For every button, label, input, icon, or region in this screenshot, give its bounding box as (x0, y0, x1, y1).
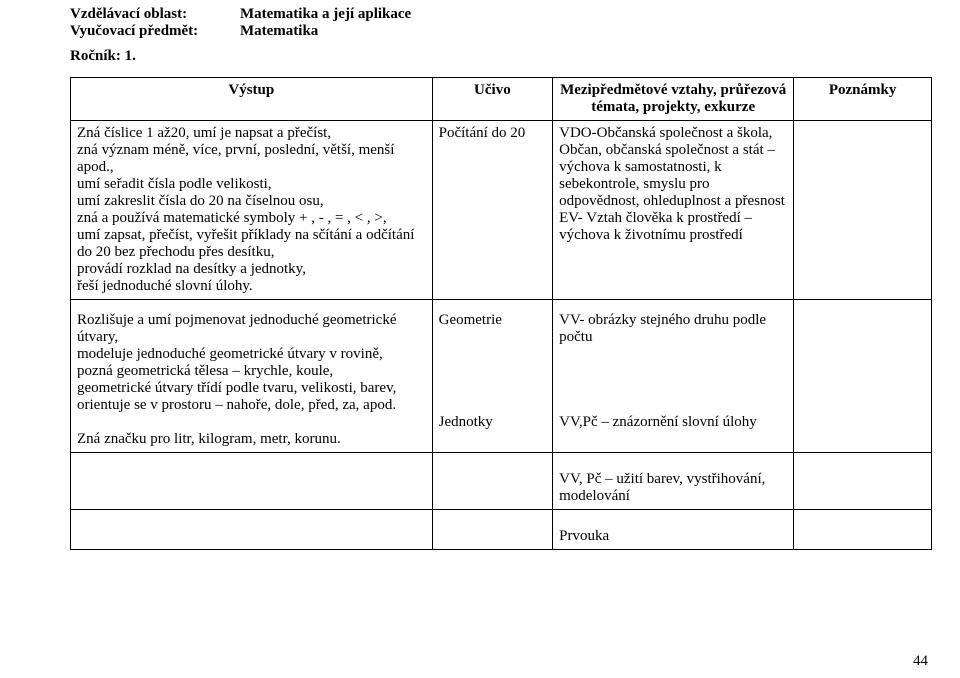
cell-ucivo: Geometrie Jednotky (432, 300, 553, 453)
cell-vystup (71, 510, 433, 550)
header-label-predmet: Vyučovací předmět: (70, 23, 240, 40)
cell-ucivo (432, 453, 553, 510)
cell-mezip: VDO-Občanská společnost a škola, Občan, … (553, 121, 794, 300)
header-row-predmet: Vyučovací předmět: Matematika (70, 23, 932, 40)
table-row: Zná číslice 1 až20, umí je napsat a přeč… (71, 121, 932, 300)
cell-poznamky (794, 121, 932, 300)
header-label-oblast: Vzdělávací oblast: (70, 6, 240, 23)
cell-vystup: Zná číslice 1 až20, umí je napsat a přeč… (71, 121, 433, 300)
cell-mezip: VV- obrázky stejného druhu podle počtu V… (553, 300, 794, 453)
cell-poznamky (794, 453, 932, 510)
cell-vystup (71, 453, 433, 510)
table-header-row: Výstup Učivo Mezipředmětové vztahy, průř… (71, 78, 932, 121)
col-header-ucivo: Učivo (432, 78, 553, 121)
table-row: VV, Pč – užití barev, vystřihování, mode… (71, 453, 932, 510)
cell-poznamky (794, 300, 932, 453)
page-number: 44 (913, 653, 928, 670)
table-row: Prvouka (71, 510, 932, 550)
cell-vystup: Rozlišuje a umí pojmenovat jednoduché ge… (71, 300, 433, 453)
col-header-vystup: Výstup (71, 78, 433, 121)
header-value-oblast: Matematika a její aplikace (240, 6, 411, 23)
cell-ucivo (432, 510, 553, 550)
cell-poznamky (794, 510, 932, 550)
header-block: Vzdělávací oblast: Matematika a její apl… (70, 6, 932, 65)
col-header-poznamky: Poznámky (794, 78, 932, 121)
cell-mezip: VV, Pč – užití barev, vystřihování, mode… (553, 453, 794, 510)
cell-mezip: Prvouka (553, 510, 794, 550)
header-row-oblast: Vzdělávací oblast: Matematika a její apl… (70, 6, 932, 23)
col-header-mezip: Mezipředmětové vztahy, průřezová témata,… (553, 78, 794, 121)
cell-ucivo: Počítání do 20 (432, 121, 553, 300)
header-rocnik: Ročník: 1. (70, 48, 932, 65)
header-value-predmet: Matematika (240, 23, 318, 40)
table-row: Rozlišuje a umí pojmenovat jednoduché ge… (71, 300, 932, 453)
curriculum-table: Výstup Učivo Mezipředmětové vztahy, průř… (70, 77, 932, 550)
